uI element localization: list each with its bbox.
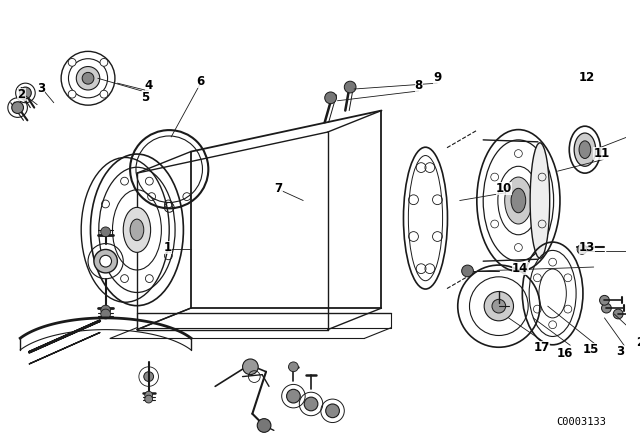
Text: 16: 16 xyxy=(557,347,573,360)
Text: 8: 8 xyxy=(415,78,423,91)
Circle shape xyxy=(12,102,24,113)
Circle shape xyxy=(100,227,111,237)
Text: C0003133: C0003133 xyxy=(556,418,607,427)
Circle shape xyxy=(100,255,111,267)
Text: 3: 3 xyxy=(616,345,624,358)
Circle shape xyxy=(326,404,339,418)
Circle shape xyxy=(324,92,337,103)
Circle shape xyxy=(100,309,111,319)
Circle shape xyxy=(304,397,318,411)
Circle shape xyxy=(100,90,108,98)
Text: 2: 2 xyxy=(637,336,640,349)
Text: 9: 9 xyxy=(433,71,442,84)
Circle shape xyxy=(344,81,356,93)
Circle shape xyxy=(492,299,506,313)
Circle shape xyxy=(461,265,474,277)
Ellipse shape xyxy=(579,141,591,159)
Text: 14: 14 xyxy=(512,263,529,276)
Circle shape xyxy=(243,359,258,375)
Circle shape xyxy=(289,362,298,372)
Circle shape xyxy=(100,58,108,66)
Circle shape xyxy=(484,292,513,321)
Text: 4: 4 xyxy=(145,78,153,91)
Ellipse shape xyxy=(574,133,596,166)
Circle shape xyxy=(577,245,587,254)
Text: 2: 2 xyxy=(17,88,26,101)
Circle shape xyxy=(20,87,31,99)
Text: 3: 3 xyxy=(37,82,45,95)
Text: 13: 13 xyxy=(579,241,595,254)
Circle shape xyxy=(257,418,271,432)
Text: 5: 5 xyxy=(141,91,149,104)
Ellipse shape xyxy=(530,143,550,258)
Circle shape xyxy=(145,391,152,399)
Text: 11: 11 xyxy=(593,147,610,160)
Circle shape xyxy=(600,295,609,305)
Ellipse shape xyxy=(124,207,150,252)
Text: 7: 7 xyxy=(275,182,283,195)
Circle shape xyxy=(68,90,76,98)
Ellipse shape xyxy=(511,188,525,213)
Text: 6: 6 xyxy=(196,75,205,88)
Text: 17: 17 xyxy=(534,341,550,354)
Ellipse shape xyxy=(130,219,144,241)
Circle shape xyxy=(68,58,76,66)
Circle shape xyxy=(602,303,611,313)
Text: 12: 12 xyxy=(579,71,595,84)
Ellipse shape xyxy=(76,66,100,90)
Text: 10: 10 xyxy=(495,182,512,195)
Circle shape xyxy=(613,309,623,319)
Circle shape xyxy=(100,305,111,315)
Text: 15: 15 xyxy=(582,343,599,356)
Ellipse shape xyxy=(505,177,532,224)
Circle shape xyxy=(287,389,300,403)
Ellipse shape xyxy=(82,73,94,84)
Circle shape xyxy=(94,250,117,273)
Text: 1: 1 xyxy=(164,241,172,254)
Circle shape xyxy=(145,395,152,403)
Circle shape xyxy=(144,372,154,382)
